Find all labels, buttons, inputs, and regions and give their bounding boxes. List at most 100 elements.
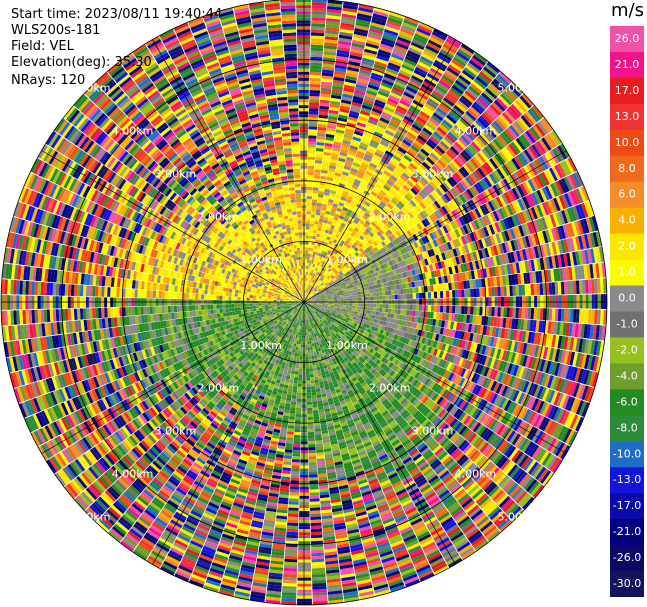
radar-gate bbox=[316, 138, 325, 143]
radar-gate bbox=[386, 20, 402, 28]
radar-gate bbox=[353, 178, 361, 185]
radar-gate bbox=[430, 191, 439, 201]
radar-gate bbox=[348, 57, 362, 64]
radar-gate bbox=[420, 148, 430, 157]
radar-gate bbox=[311, 20, 326, 24]
radar-gate bbox=[321, 288, 325, 291]
radar-gate bbox=[398, 189, 406, 197]
radar-gate bbox=[306, 297, 309, 300]
radar-gate bbox=[463, 67, 477, 78]
radar-gate bbox=[309, 71, 322, 76]
radar-gate bbox=[442, 168, 452, 178]
radar-gate bbox=[486, 160, 496, 171]
radar-gate bbox=[362, 57, 375, 64]
radar-gate bbox=[389, 227, 396, 234]
radar-gate bbox=[352, 136, 362, 142]
radar-gate bbox=[365, 42, 379, 49]
radar-gate bbox=[315, 281, 318, 285]
radar-gate bbox=[430, 305, 435, 312]
radar-gate bbox=[406, 192, 414, 200]
radar-gate bbox=[431, 65, 445, 75]
radar-gate bbox=[481, 68, 495, 81]
radar-gate bbox=[476, 152, 487, 164]
radar-gate bbox=[334, 64, 347, 70]
radar-gate bbox=[386, 165, 395, 172]
radar-gate bbox=[451, 174, 460, 184]
radar-gate bbox=[372, 13, 388, 20]
radar-gate bbox=[306, 214, 311, 218]
radar-gate bbox=[318, 240, 322, 244]
radar-gate bbox=[594, 294, 598, 309]
radar-gate bbox=[400, 309, 404, 315]
radar-gate bbox=[510, 82, 524, 95]
radar-gate bbox=[346, 229, 352, 235]
radar-gate bbox=[296, 5, 311, 9]
radar-gate bbox=[318, 289, 322, 292]
radar-gate bbox=[396, 221, 403, 228]
radar-gate bbox=[339, 266, 344, 271]
radar-gate bbox=[313, 245, 318, 249]
radar-gate bbox=[444, 94, 457, 105]
radar-gate bbox=[359, 110, 371, 117]
radar-gate bbox=[305, 241, 309, 245]
radar-gate bbox=[351, 42, 365, 49]
radar-gate bbox=[438, 79, 451, 90]
radar-gate bbox=[314, 166, 322, 170]
radar-gate bbox=[461, 69, 475, 81]
radar-gate bbox=[375, 239, 381, 245]
radar-gate bbox=[340, 145, 350, 151]
radar-gate bbox=[391, 216, 399, 223]
radar-gate bbox=[468, 143, 479, 154]
radar-gate bbox=[335, 210, 341, 216]
radar-gate bbox=[500, 307, 504, 318]
radar-gate bbox=[307, 291, 310, 294]
radar-gate bbox=[378, 311, 383, 317]
radar-gate bbox=[347, 150, 357, 157]
radar-gate bbox=[375, 96, 387, 103]
radar-gate bbox=[340, 19, 356, 25]
radar-gate bbox=[443, 72, 457, 82]
radar-gate bbox=[369, 204, 376, 211]
radar-gate bbox=[512, 285, 516, 296]
radar-gate bbox=[423, 143, 434, 152]
radar-gate bbox=[438, 196, 446, 206]
radar-gate bbox=[324, 39, 338, 44]
radar-gate bbox=[310, 41, 324, 46]
radar-gate bbox=[340, 22, 355, 28]
radar-gate bbox=[306, 298, 309, 301]
radar-gate bbox=[326, 279, 330, 283]
radar-gate bbox=[307, 281, 309, 285]
radar-gate bbox=[304, 289, 305, 293]
radar-gate bbox=[343, 187, 350, 193]
radar-gate bbox=[355, 21, 370, 28]
radar-gate bbox=[495, 97, 508, 110]
radar-gate bbox=[355, 124, 366, 131]
radar-gate bbox=[329, 283, 333, 287]
radar-gate bbox=[466, 128, 478, 139]
radar-gate bbox=[381, 137, 391, 145]
radar-gate bbox=[315, 271, 319, 275]
radar-gate bbox=[470, 83, 483, 95]
radar-gate bbox=[317, 196, 323, 201]
radar-gate bbox=[377, 146, 386, 153]
radar-gate bbox=[416, 116, 427, 125]
radar-gate bbox=[473, 288, 477, 297]
radar-gate bbox=[398, 162, 407, 170]
radar-gate bbox=[385, 304, 389, 309]
radar-gate bbox=[455, 306, 459, 314]
radar-gate bbox=[418, 221, 426, 229]
radar-gate bbox=[314, 270, 317, 274]
radar-gate bbox=[435, 161, 445, 171]
radar-gate bbox=[527, 109, 539, 123]
radar-gate bbox=[368, 142, 378, 149]
radar-gate bbox=[378, 120, 389, 127]
radar-gate bbox=[377, 203, 385, 210]
radar-gate bbox=[473, 139, 484, 150]
radar-gate bbox=[355, 306, 359, 309]
radar-gate bbox=[308, 244, 312, 248]
radar-gate bbox=[307, 250, 311, 254]
radar-gate bbox=[386, 243, 392, 250]
radar-gate bbox=[324, 145, 333, 150]
radar-gate bbox=[313, 288, 317, 291]
radar-gate bbox=[414, 170, 423, 179]
